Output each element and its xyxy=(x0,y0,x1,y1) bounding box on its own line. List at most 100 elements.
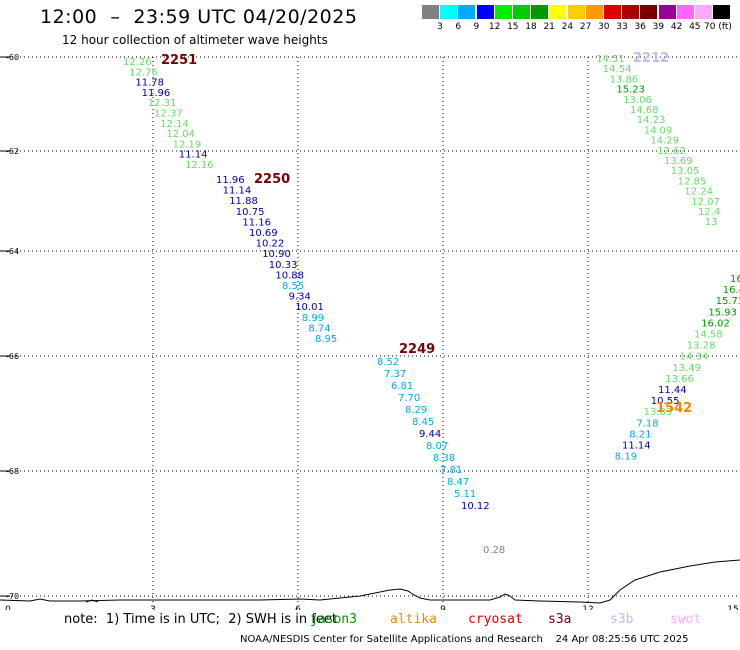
wave-height-value: 11.14 xyxy=(179,150,208,161)
color-scale-label: 45 xyxy=(689,22,701,32)
wave-height-value: 11.78 xyxy=(135,78,164,89)
legend-s3b: s3b xyxy=(610,612,634,627)
color-scale-label: 33 xyxy=(616,22,628,32)
wave-height-value: 10.69 xyxy=(249,228,278,239)
wave-height-value: 13 xyxy=(705,217,718,228)
track-id-label: 2251 xyxy=(161,53,197,68)
wave-height-value: 12.37 xyxy=(154,109,183,120)
wave-height-value: 12.24 xyxy=(684,187,713,198)
wave-height-value: 10.12 xyxy=(461,501,490,512)
color-scale-label: 6 xyxy=(455,22,462,32)
legend-cryosat: cryosat xyxy=(468,612,523,627)
track-id-label: 2249 xyxy=(399,342,435,357)
wave-height-value: 12.07 xyxy=(691,197,720,208)
track-2250: 11.9611.1411.8810.7511.1610.6910.2210.90… xyxy=(216,172,337,345)
wave-height-value: 7.37 xyxy=(384,369,406,380)
wave-height-value: 13.28 xyxy=(687,341,716,352)
legend-s3a: s3a xyxy=(548,612,572,627)
wave-height-value: 11.96 xyxy=(142,88,171,99)
chart-title: 12:00 – 23:59 UTC 04/20/2025 xyxy=(40,6,358,28)
track-1542: 1616.415.7315.9316.0214.5813.2814.3413.4… xyxy=(615,274,740,463)
color-swatch xyxy=(622,5,640,19)
color-scale-label: 39 xyxy=(652,22,665,32)
footer-note: note: 1) Time is in UTC; 2) SWH is in fe… xyxy=(64,612,337,627)
wave-height-value: 8.07 xyxy=(426,441,448,452)
wave-height-value: 0.28 xyxy=(483,545,505,556)
wave-height-value: 12.26 xyxy=(123,57,152,68)
color-swatch xyxy=(658,5,676,19)
wave-height-value: 16.4 xyxy=(723,285,740,296)
wave-height-value: 12.85 xyxy=(678,176,707,187)
x-tick-label: 0 xyxy=(5,605,11,610)
latitude-label: -62 xyxy=(6,147,19,156)
wave-height-value: 12.76 xyxy=(129,67,158,78)
color-swatch xyxy=(458,5,476,19)
coast-islet xyxy=(85,599,99,603)
latitude-label: -70 xyxy=(6,592,19,601)
wave-height-value: 13.69 xyxy=(664,156,693,167)
color-swatch xyxy=(676,5,694,19)
satellite-tracks: 12.2612.7611.7811.9612.3112.3712.1412.04… xyxy=(123,51,740,556)
wave-height-value: 10.22 xyxy=(256,239,285,250)
wave-height-value: 15.93 xyxy=(708,307,737,318)
wave-height-value: 13.49 xyxy=(672,363,701,374)
wave-height-value: 10.01 xyxy=(295,302,324,313)
latitude-label: -68 xyxy=(6,467,19,476)
wave-height-value: 8.95 xyxy=(315,334,337,345)
wave-height-value: 14.09 xyxy=(644,125,673,136)
x-tick-label: 6 xyxy=(295,605,301,610)
color-swatch xyxy=(494,5,512,19)
wave-height-value: 14.29 xyxy=(650,136,679,147)
legend-altika: altika xyxy=(390,612,437,627)
color-swatch xyxy=(549,5,567,19)
wave-height-value: 16 xyxy=(730,274,740,285)
wave-height-value: 5.11 xyxy=(454,489,476,500)
x-tick-label: 3 xyxy=(150,605,156,610)
color-swatch xyxy=(695,5,712,19)
latitude-label: -60 xyxy=(6,53,19,62)
track-2251: 12.2612.7611.7811.9612.3112.3712.1412.04… xyxy=(123,53,214,171)
color-scale-label: 30 xyxy=(598,22,610,32)
latitude-label: -64 xyxy=(6,247,19,256)
color-swatch xyxy=(585,5,603,19)
wave-height-value: 7.18 xyxy=(636,418,658,429)
wave-height-value: 10.55 xyxy=(651,396,680,407)
wave-height-value: 14.34 xyxy=(680,352,709,363)
track-2212: 14.5114.5413.8615.2313.0614.6814.2314.09… xyxy=(596,51,720,228)
wave-height-value: 13.06 xyxy=(623,95,652,106)
color-swatch xyxy=(531,5,549,19)
wave-height-value: 9.44 xyxy=(419,429,441,440)
wave-height-value: 12.04 xyxy=(166,129,195,140)
color-swatch xyxy=(476,5,494,19)
wave-height-value: 11.14 xyxy=(223,186,252,197)
color-scale-label: 36 xyxy=(634,22,646,32)
wave-height-value: 15.23 xyxy=(616,85,645,96)
wave-height-value: 13.66 xyxy=(665,374,694,385)
wave-height-value: 14.23 xyxy=(637,115,666,126)
wave-height-value: 6.81 xyxy=(391,381,413,392)
x-tick-label: 9 xyxy=(440,605,446,610)
color-scale-label: 3 xyxy=(437,22,443,32)
wave-height-value: 14.68 xyxy=(630,105,659,116)
wave-height-value: 8.38 xyxy=(433,453,455,464)
wave-height-value: 11.96 xyxy=(216,175,245,186)
color-swatch xyxy=(513,5,530,19)
footer: note: 1) Time is in UTC; 2) SWH is in fe… xyxy=(0,612,740,650)
color-scale-label: 42 xyxy=(670,22,683,32)
wave-height-value: 13.05 xyxy=(671,166,700,177)
wave-height-value: 8.55 xyxy=(282,281,304,292)
wave-height-value: 7.70 xyxy=(398,393,420,404)
wave-height-value: 12.14 xyxy=(160,119,189,130)
wave-height-value: 13.83 xyxy=(644,407,673,418)
wave-height-value: 11.44 xyxy=(658,385,687,396)
color-scale-label: 9 xyxy=(473,22,480,32)
x-tick-label: 15 xyxy=(727,605,738,610)
wave-height-value: 12.19 xyxy=(173,139,202,150)
color-scale-label: 27 xyxy=(579,22,592,32)
wave-height-value: 10.75 xyxy=(236,207,265,218)
color-scale-label: 15 xyxy=(507,22,519,32)
wave-height-value: 12.16 xyxy=(185,160,214,171)
wave-height-value: 11.14 xyxy=(622,441,651,452)
wave-height-value: 14.51 xyxy=(596,54,625,65)
wave-height-value: 11.16 xyxy=(242,217,271,228)
